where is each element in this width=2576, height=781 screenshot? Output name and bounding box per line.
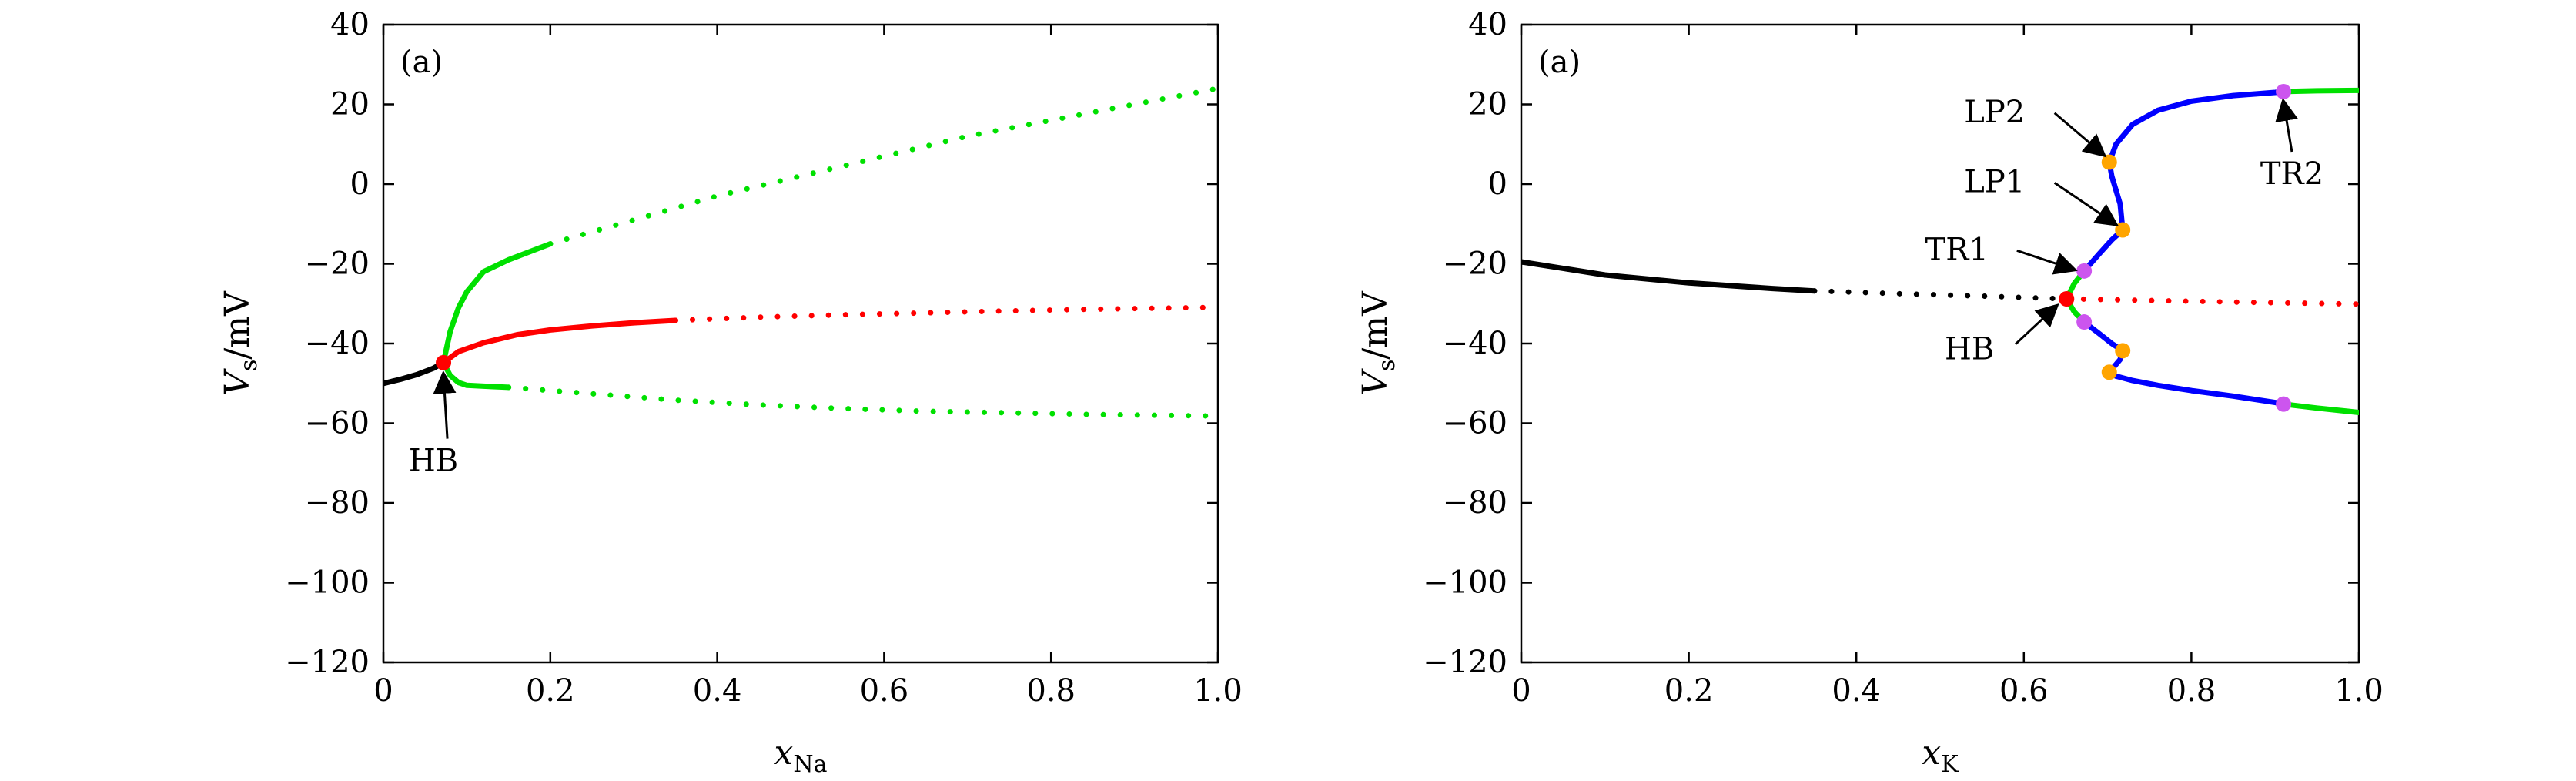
- series-unstable-equilibrium: [440, 317, 678, 366]
- y-tick-label: −60: [305, 406, 370, 441]
- y-axis-subscript: s: [1373, 360, 1400, 371]
- x-tick-label: 1.0: [1193, 673, 1243, 709]
- y-tick-label: 20: [330, 87, 370, 122]
- y-tick-label: −60: [1443, 406, 1507, 441]
- y-tick-label: −80: [1443, 485, 1507, 521]
- chart-panel-left: 0 0.2 0.4 0.6 0.8 1.0 40 20 0 −20 −40 −60 −80 −100 −12…: [218, 7, 1243, 778]
- plot-area: [383, 85, 1218, 419]
- annotation-arrow: [2053, 182, 2119, 226]
- panel-label: (a): [1538, 45, 1581, 80]
- y-axis-subscript: s: [236, 360, 263, 371]
- x-axis-label: xNa: [774, 733, 828, 778]
- series-periodic-max: [547, 85, 1218, 247]
- plot-frame: [382, 23, 1219, 664]
- y-tick-label: 0: [350, 166, 370, 202]
- annotation-lp2: LP2: [1964, 95, 2025, 130]
- point-lp2-min: [2101, 364, 2117, 380]
- x-tick-label: 0: [1511, 673, 1531, 709]
- y-tick-label: −40: [1443, 326, 1507, 361]
- x-tick-label: 0.4: [693, 673, 742, 709]
- x-tick-label: 0.2: [526, 673, 575, 709]
- x-tick-label: 1.0: [2334, 673, 2384, 709]
- series-unstable-cycle-min: [2081, 319, 2287, 407]
- y-tick-label: −100: [285, 565, 370, 601]
- point-hb: [2059, 291, 2075, 307]
- y-tick-label: −120: [285, 645, 370, 680]
- annotation-arrow: [433, 370, 457, 439]
- x-tick-label: 0.2: [1664, 673, 1714, 709]
- y-tick-label: −80: [305, 485, 370, 521]
- series-stable-cycle-min: [2280, 401, 2359, 415]
- point-tr2-min: [2276, 396, 2292, 412]
- y-tick-label: −120: [1423, 645, 1507, 680]
- annotation-arrow: [2016, 249, 2078, 275]
- point-lp1: [2115, 222, 2131, 238]
- series-periodic-min: [506, 384, 1218, 419]
- series-stable-equilibrium: [383, 360, 447, 387]
- x-axis-subscript: Na: [793, 751, 827, 778]
- annotation-arrow: [2015, 303, 2059, 345]
- x-tick-label: 0.4: [1832, 673, 1881, 709]
- annotation-arrow: [2275, 98, 2298, 153]
- y-tick-label: −20: [1443, 246, 1507, 282]
- x-tick-label: 0.6: [1999, 673, 2049, 709]
- y-axis-unit: /mV: [1356, 290, 1395, 360]
- x-tick-label: 0.8: [2167, 673, 2216, 709]
- annotation-hb: HB: [409, 444, 458, 479]
- plot-area: [1521, 83, 2359, 415]
- series-stable-equilibrium: [1812, 288, 2069, 302]
- point-tr2: [2276, 83, 2292, 99]
- y-tick-label: 20: [1468, 87, 1507, 122]
- annotation-arrow: [2053, 112, 2107, 158]
- x-axis-label: xK: [1922, 733, 1959, 778]
- y-axis-label: Vs/mV: [1356, 290, 1400, 396]
- x-tick-label: 0.8: [1026, 673, 1076, 709]
- y-tick-label: −20: [305, 246, 370, 282]
- point-hb: [436, 354, 452, 370]
- y-axis-symbol: V: [1356, 368, 1395, 396]
- point-tr1-min: [2076, 314, 2093, 330]
- annotation-tr2: TR2: [2260, 156, 2323, 192]
- point-lp2: [2101, 154, 2117, 170]
- series-periodic-min: [440, 360, 512, 390]
- series-unstable-equilibrium: [2063, 296, 2359, 307]
- series-unstable-equilibrium: [672, 304, 1218, 323]
- series-periodic-max: [440, 241, 554, 366]
- y-tick-label: −100: [1423, 565, 1507, 601]
- y-tick-label: 40: [1468, 7, 1507, 42]
- y-axis-unit: /mV: [218, 290, 257, 360]
- series-stable-equilibrium: [1521, 259, 1818, 294]
- plot-frame: [1520, 23, 2360, 664]
- annotation-hb: HB: [1945, 332, 1994, 367]
- x-tick-label: 0.6: [860, 673, 909, 709]
- annotation-tr1: TR1: [1925, 232, 1989, 267]
- y-axis-symbol: V: [218, 368, 257, 396]
- chart-panel-right: 0 0.2 0.4 0.6 0.8 1.0 40 20 0 −20 −40 −60 −80 −100 −12…: [1356, 7, 2384, 778]
- y-tick-label: 40: [330, 7, 370, 42]
- series-stable-cycle-max: [2280, 87, 2359, 95]
- x-tick-label: 0: [373, 673, 393, 709]
- y-tick-label: −40: [305, 326, 370, 361]
- x-axis-subscript: K: [1941, 751, 1959, 778]
- x-axis-symbol: x: [1922, 733, 1941, 773]
- point-tr1: [2076, 263, 2093, 279]
- y-tick-label: 0: [1488, 166, 1507, 202]
- y-axis-label: Vs/mV: [218, 290, 263, 396]
- point-lp1-min: [2115, 343, 2131, 359]
- annotation-lp1: LP1: [1964, 164, 2025, 199]
- series-unstable-cycle-max: [2081, 89, 2287, 274]
- x-axis-symbol: x: [774, 733, 794, 773]
- panel-label: (a): [400, 45, 443, 80]
